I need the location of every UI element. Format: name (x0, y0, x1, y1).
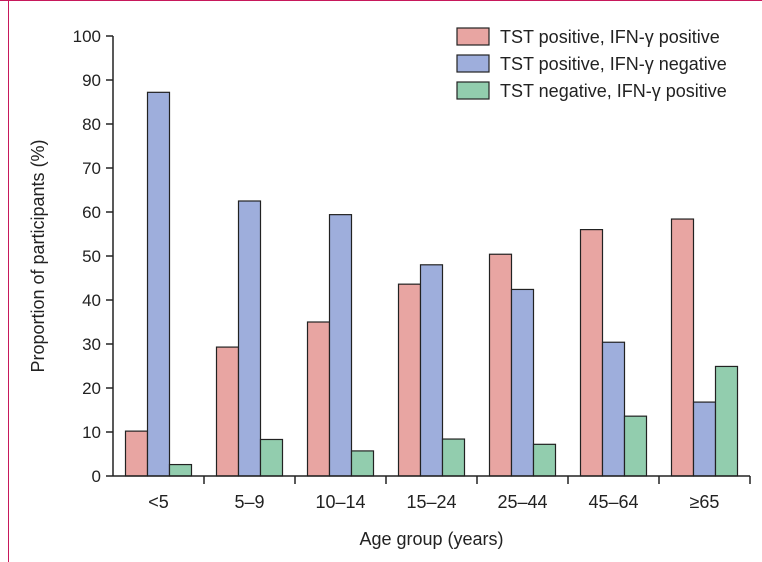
figure-border-top (0, 0, 762, 1)
x-tick-label: ≥65 (690, 492, 720, 512)
bar (259, 438, 284, 477)
bar (419, 264, 444, 477)
bar (488, 253, 513, 477)
bar (532, 443, 557, 477)
bar (328, 214, 353, 477)
x-tick-label: <5 (148, 492, 169, 512)
bar (623, 415, 648, 477)
x-tick-label: 5–9 (234, 492, 264, 512)
y-tick-label: 0 (92, 467, 101, 486)
legend-swatch (456, 81, 490, 100)
bar (237, 200, 262, 477)
bar (350, 450, 375, 477)
y-tick-label: 50 (82, 247, 101, 266)
y-tick-label: 40 (82, 291, 101, 310)
y-tick-label: 60 (82, 203, 101, 222)
bar (441, 438, 466, 477)
y-tick-label: 90 (82, 71, 101, 90)
legend-label: TST positive, IFN-γ positive (500, 27, 720, 47)
x-tick-label: 10–14 (315, 492, 365, 512)
legend: TST positive, IFN-γ positive TST positive… (456, 27, 727, 101)
bar (168, 463, 193, 477)
y-axis-label: Proportion of participants (%) (28, 139, 48, 372)
x-axis-label: Age group (years) (359, 529, 503, 549)
y-tick-label: 70 (82, 159, 101, 178)
y-tick-label: 80 (82, 115, 101, 134)
y-tick-label: 30 (82, 335, 101, 354)
x-tick-label: 25–44 (497, 492, 547, 512)
bar (692, 401, 717, 477)
bars-group (124, 91, 739, 477)
bar (306, 321, 331, 477)
x-tick-label: 15–24 (406, 492, 456, 512)
bar (215, 346, 240, 477)
y-tick-label: 20 (82, 379, 101, 398)
bar (601, 341, 626, 477)
bar (714, 365, 739, 477)
bar (510, 288, 535, 477)
bar (579, 229, 604, 477)
bar (397, 283, 422, 477)
bar (670, 218, 695, 477)
bar (146, 91, 171, 477)
legend-swatch (456, 27, 490, 46)
y-tick-label: 10 (82, 423, 101, 442)
legend-label: TST positive, IFN-γ negative (500, 54, 727, 74)
x-tick-label: 45–64 (588, 492, 638, 512)
bar (124, 430, 149, 477)
y-tick-label: 100 (73, 27, 101, 46)
legend-label: TST negative, IFN-γ positive (500, 81, 727, 101)
figure-border-left (8, 0, 9, 562)
legend-swatch (456, 54, 490, 73)
y-ticks-group: 0 10 20 30 40 50 60 70 80 90 100 (73, 27, 113, 486)
x-ticks-group: <5 5–9 10–14 15–24 25–44 45–64 ≥65 (148, 476, 751, 512)
